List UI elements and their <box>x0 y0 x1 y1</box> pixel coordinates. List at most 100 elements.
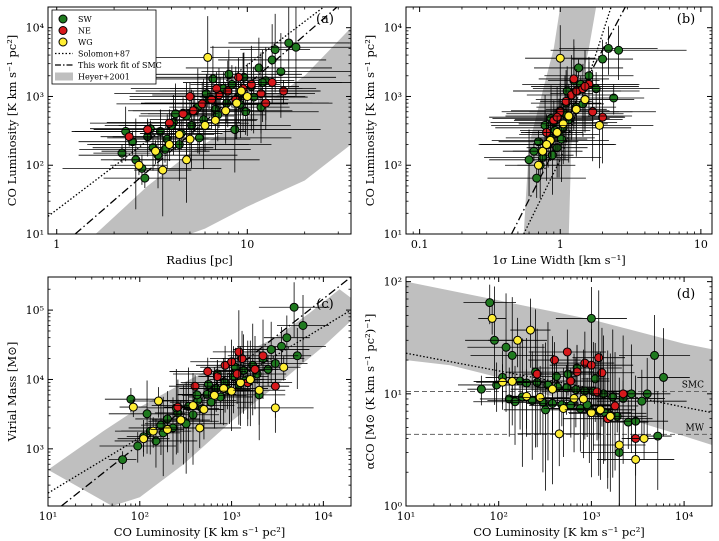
marker-wg <box>235 378 245 388</box>
marker-sw <box>659 372 669 382</box>
marker-wg <box>507 376 517 386</box>
marker-wg <box>270 403 280 413</box>
data-point-ne <box>100 128 158 147</box>
marker-sw <box>224 69 234 79</box>
data-point-sw <box>619 315 691 404</box>
data-point-wg <box>205 346 276 426</box>
marker-wg <box>487 313 497 323</box>
marker-sw <box>142 409 152 419</box>
marker-ne <box>562 347 572 357</box>
marker-wg <box>254 385 264 395</box>
axes-frame <box>47 276 352 507</box>
marker-sw <box>532 173 542 183</box>
marker-wg <box>210 115 220 125</box>
legend: SW NE WG Solomon+87 This work fit of SMC Heye… <box>51 9 162 85</box>
hline-label-smc: SMC <box>682 380 704 390</box>
marker-sw <box>117 148 127 158</box>
panel-a: 1 10 10¹ 10² 10³ 10⁴ Radius [pc] CO Luminosity … <box>5 6 352 267</box>
legend-frame <box>51 9 157 85</box>
marker-sw <box>598 54 608 64</box>
marker-wg <box>162 425 172 435</box>
marker-ne <box>173 402 183 412</box>
marker-ne <box>185 91 195 101</box>
data-point-wg <box>517 156 560 176</box>
data-point-wg <box>161 82 321 101</box>
data-point-sw <box>263 315 310 365</box>
marker-sw <box>571 385 581 395</box>
marker-wg <box>542 140 552 150</box>
data-point-ne <box>169 357 246 389</box>
data-point-wg <box>510 365 570 436</box>
marker-sw <box>574 63 584 73</box>
marker-ne <box>250 364 260 374</box>
marker-wg <box>176 415 186 425</box>
data-point-wg <box>151 400 210 444</box>
marker-sw <box>637 396 647 406</box>
data-point-wg <box>144 72 329 140</box>
y-tick-label: 10² <box>384 276 402 289</box>
marker-wg <box>151 146 161 156</box>
data-point-sw <box>169 385 253 423</box>
marker-ne <box>258 351 268 361</box>
marker-ne <box>572 367 582 377</box>
data-point-sw <box>210 7 351 97</box>
data-point-wg <box>158 83 293 144</box>
data-point-wg <box>505 93 633 143</box>
legend-item-wg: WG <box>58 37 93 47</box>
marker-sw <box>267 55 277 65</box>
marker-wg <box>279 362 289 372</box>
data-point-sw <box>637 328 690 437</box>
data-point-ne <box>164 398 192 418</box>
marker-ne <box>592 387 602 397</box>
data-point-wg <box>158 411 242 448</box>
plot-area <box>48 277 351 506</box>
y-tick-label: 10³ <box>26 90 44 103</box>
marker-sw <box>208 74 218 84</box>
data-point-wg <box>538 349 629 459</box>
marker-wg <box>148 426 158 436</box>
marker-ne <box>143 125 153 135</box>
y-tick-label: 10⁰ <box>384 500 403 513</box>
marker-ne <box>164 118 174 128</box>
legend-item-ne: NE <box>58 26 91 36</box>
data-point-wg <box>266 356 301 381</box>
x-tick-label: 10 <box>240 238 254 251</box>
marker-wg <box>498 377 508 387</box>
marker-sw <box>298 320 308 330</box>
data-point-ne <box>581 78 624 164</box>
data-point-ne <box>130 72 303 109</box>
plot-area <box>48 7 351 234</box>
data-point-wg <box>627 420 662 461</box>
plot-area <box>478 7 687 234</box>
marker-ne <box>124 132 134 142</box>
y-tick-label: 10¹ <box>384 228 402 241</box>
marker-sw <box>276 67 286 77</box>
data-point-ne <box>560 344 595 405</box>
data-point-sw <box>572 39 634 83</box>
data-point-sw <box>103 169 187 189</box>
data-point-wg <box>144 117 215 155</box>
marker-sw <box>270 45 280 55</box>
y-axis-label: CO Luminosity [K km s⁻¹ pc²] <box>5 35 19 207</box>
marker-wg <box>554 429 564 439</box>
marker-ne <box>610 401 620 411</box>
data-point-wg <box>113 124 260 203</box>
marker-wg <box>195 423 205 433</box>
plot-area <box>406 281 712 506</box>
marker-sw <box>230 125 240 135</box>
marker-wg <box>558 119 568 129</box>
marker-wg <box>586 408 596 418</box>
marker-wg <box>535 392 545 402</box>
hline-label-mw: MW <box>686 423 705 433</box>
legend-marker <box>58 14 68 24</box>
legend-marker <box>58 26 68 35</box>
marker-sw <box>291 42 301 52</box>
marker-wg <box>158 165 168 175</box>
marker-ne <box>212 84 222 94</box>
marker-wg <box>182 155 192 165</box>
data-point-wg <box>545 89 654 169</box>
legend-label: Heyer+2001 <box>78 73 130 82</box>
marker-wg <box>639 433 649 443</box>
panel-label: (c) <box>316 297 333 312</box>
